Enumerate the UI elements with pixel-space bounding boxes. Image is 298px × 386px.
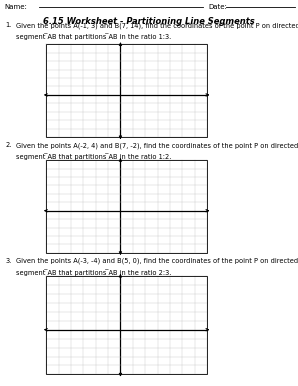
Bar [46, 160, 207, 253]
Bar [46, 44, 207, 137]
Text: 1.: 1. [5, 22, 12, 28]
Bar [46, 276, 207, 374]
Text: 2.: 2. [5, 142, 12, 148]
Text: Given the points A(-3, -4) and B(5, 0), find the coordinates of the point P on d: Given the points A(-3, -4) and B(5, 0), … [16, 258, 298, 264]
Text: Name:: Name: [4, 4, 27, 10]
Text: Given the points A(-2, 4) and B(7, -2), find the coordinates of the point P on d: Given the points A(-2, 4) and B(7, -2), … [16, 142, 298, 149]
Text: 3.: 3. [5, 258, 12, 264]
Text: segment ̅AB that partitions ̅AB in the ratio 1:2.: segment ̅AB that partitions ̅AB in the r… [16, 154, 172, 160]
Text: segment ̅AB that partitions ̅AB in the ratio 1:3.: segment ̅AB that partitions ̅AB in the r… [16, 34, 172, 40]
Text: Date:: Date: [209, 4, 227, 10]
Text: segment ̅AB that partitions ̅AB in the ratio 2:3.: segment ̅AB that partitions ̅AB in the r… [16, 269, 172, 276]
Text: Given the points A(-1, 3) and B(7, 14), find the coordinates of the point P on d: Given the points A(-1, 3) and B(7, 14), … [16, 22, 298, 29]
Text: 6.15 Worksheet - Partitioning Line Segments: 6.15 Worksheet - Partitioning Line Segme… [43, 17, 255, 26]
